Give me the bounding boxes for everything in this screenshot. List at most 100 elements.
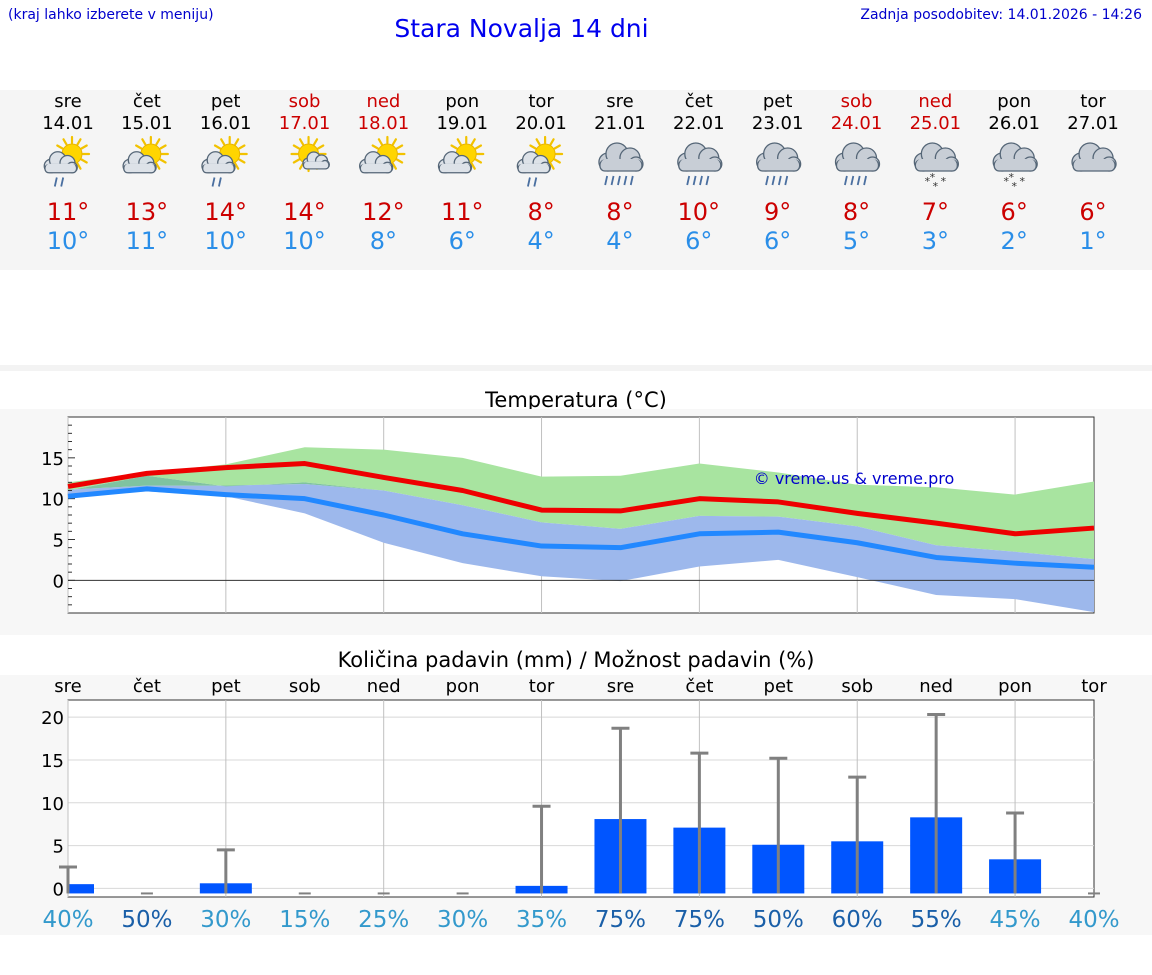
day-date: 24.01 [831,113,883,134]
sun-ray [456,138,462,146]
day-name: sob [289,91,321,112]
sun-ray [298,138,305,146]
x-category-label: tor [1081,676,1107,697]
temperature-chart-svg: 0 5 10 15 © vreme.us & vreme.pro [41,416,1095,614]
cloud-fill [1074,159,1115,170]
x-category-label: čet [133,676,161,697]
rain-drop [777,175,782,186]
sun-ray [292,144,301,150]
day-date: 26.01 [988,113,1040,134]
y-tick-label: 0 [53,571,64,592]
day-name: sre [606,91,633,112]
overlap-range [68,475,1094,560]
precipitation-probability: 25% [358,907,409,933]
precipitation-probability: 30% [200,907,251,933]
min-temperature: 5° [843,227,870,255]
min-temperature: 10° [283,227,326,255]
day-name: pon [997,91,1031,112]
rain-drop [60,177,65,187]
min-temperature: 2° [1001,227,1028,255]
rain-drop [218,177,222,187]
sun-ray [56,144,64,150]
day-date: 22.01 [673,113,725,134]
cloud-glyph [992,142,1038,172]
min-temperature: 6° [764,227,791,255]
rain-drop [856,175,861,186]
sun-ray [159,158,167,164]
min-temperature: 6° [449,227,476,255]
cloud-fill [361,163,392,172]
precipitation-probability: 30% [437,907,488,933]
max-temperature: 13° [126,198,169,226]
cloud-fill [304,161,329,169]
sun-ray [371,144,379,150]
max-temperature: 14° [283,198,326,226]
sun-ray [238,158,246,164]
sun-cloud-rain-icon [516,135,564,187]
cloud-rain-icon [677,142,723,186]
sun-ray [155,162,161,170]
day-name: čet [133,91,161,112]
cloud-fill [995,159,1036,170]
max-temperature: 11° [441,198,484,226]
rain-drop [765,175,769,186]
sun-ray [470,162,476,170]
min-temperature: 11° [126,227,169,255]
snowflake: * [1003,175,1009,188]
sun-ray [155,138,161,146]
sun-ray [535,138,541,146]
precipitation-chart-svg: 0 5 10 15 20 sre čet pet sob ned pon tor sre čet pet so… [41,676,1119,933]
max-temperature: 10° [678,198,721,226]
rain-drop [686,175,691,186]
day-date: 17.01 [279,113,331,134]
sun-small-cloud-icon [290,135,330,173]
sun-ray [234,162,240,170]
x-category-label: čet [685,676,713,697]
snowflake: * [930,171,936,184]
sun-ray [553,158,561,164]
rain-drop [623,175,628,186]
cloud-fill [518,163,549,172]
sun-ray [316,144,325,150]
min-temperature: 1° [1079,227,1106,255]
x-category-label: pet [764,676,794,697]
sun-ray [391,138,397,146]
cloud-glyph [677,142,723,172]
precipitation-probability: 60% [832,907,883,933]
sun-ray [470,138,476,146]
sun-ray [474,158,483,164]
precipitation-probability: 15% [279,907,330,933]
day-date: 27.01 [1067,113,1119,134]
cloud-heavy-rain-icon [598,142,644,186]
cloud-rain-icon [834,142,881,186]
day-name: tor [528,91,554,112]
temperature-chart: 0 5 10 15 © vreme.us & vreme.pro [0,409,1152,635]
max-temperature: 6° [1001,198,1028,226]
max-temperature-range [68,447,1094,560]
cloud-snow-icon: * * ** [992,142,1038,193]
max-temperature: 8° [843,198,870,226]
location-menu-hint[interactable]: (kraj lahko izberete v meniju) [8,7,214,23]
y-tick-label: 5 [53,837,64,858]
day-name: sre [54,91,81,112]
max-temperature: 6° [1079,198,1106,226]
rain-drop [863,175,867,186]
daily-forecast-svg: sre14.0111°10°čet15.0113°11°pet16.0114°1… [42,91,1119,255]
rain-drop [533,177,538,187]
last-update: Zadnja posodobitev: 14.01.2026 - 14:26 [860,7,1142,23]
precipitation-chart-title: Količina padavin (mm) / Možnost padavin … [337,648,815,672]
rain-drop [604,175,609,186]
daily-forecast-strip: sre 14.01 11° 10° čet 15.01 13° 11° pet 16.01 14° 1… [0,90,1152,270]
min-temperature: 4° [606,227,633,255]
cloud-fill [203,163,234,172]
sun-ray [220,138,226,146]
rain-drop [844,175,848,186]
temperature-chart-title: Temperatura (°C) [485,388,667,412]
precipitation-probability: 40% [42,907,93,933]
max-temperature: 8° [606,198,633,226]
